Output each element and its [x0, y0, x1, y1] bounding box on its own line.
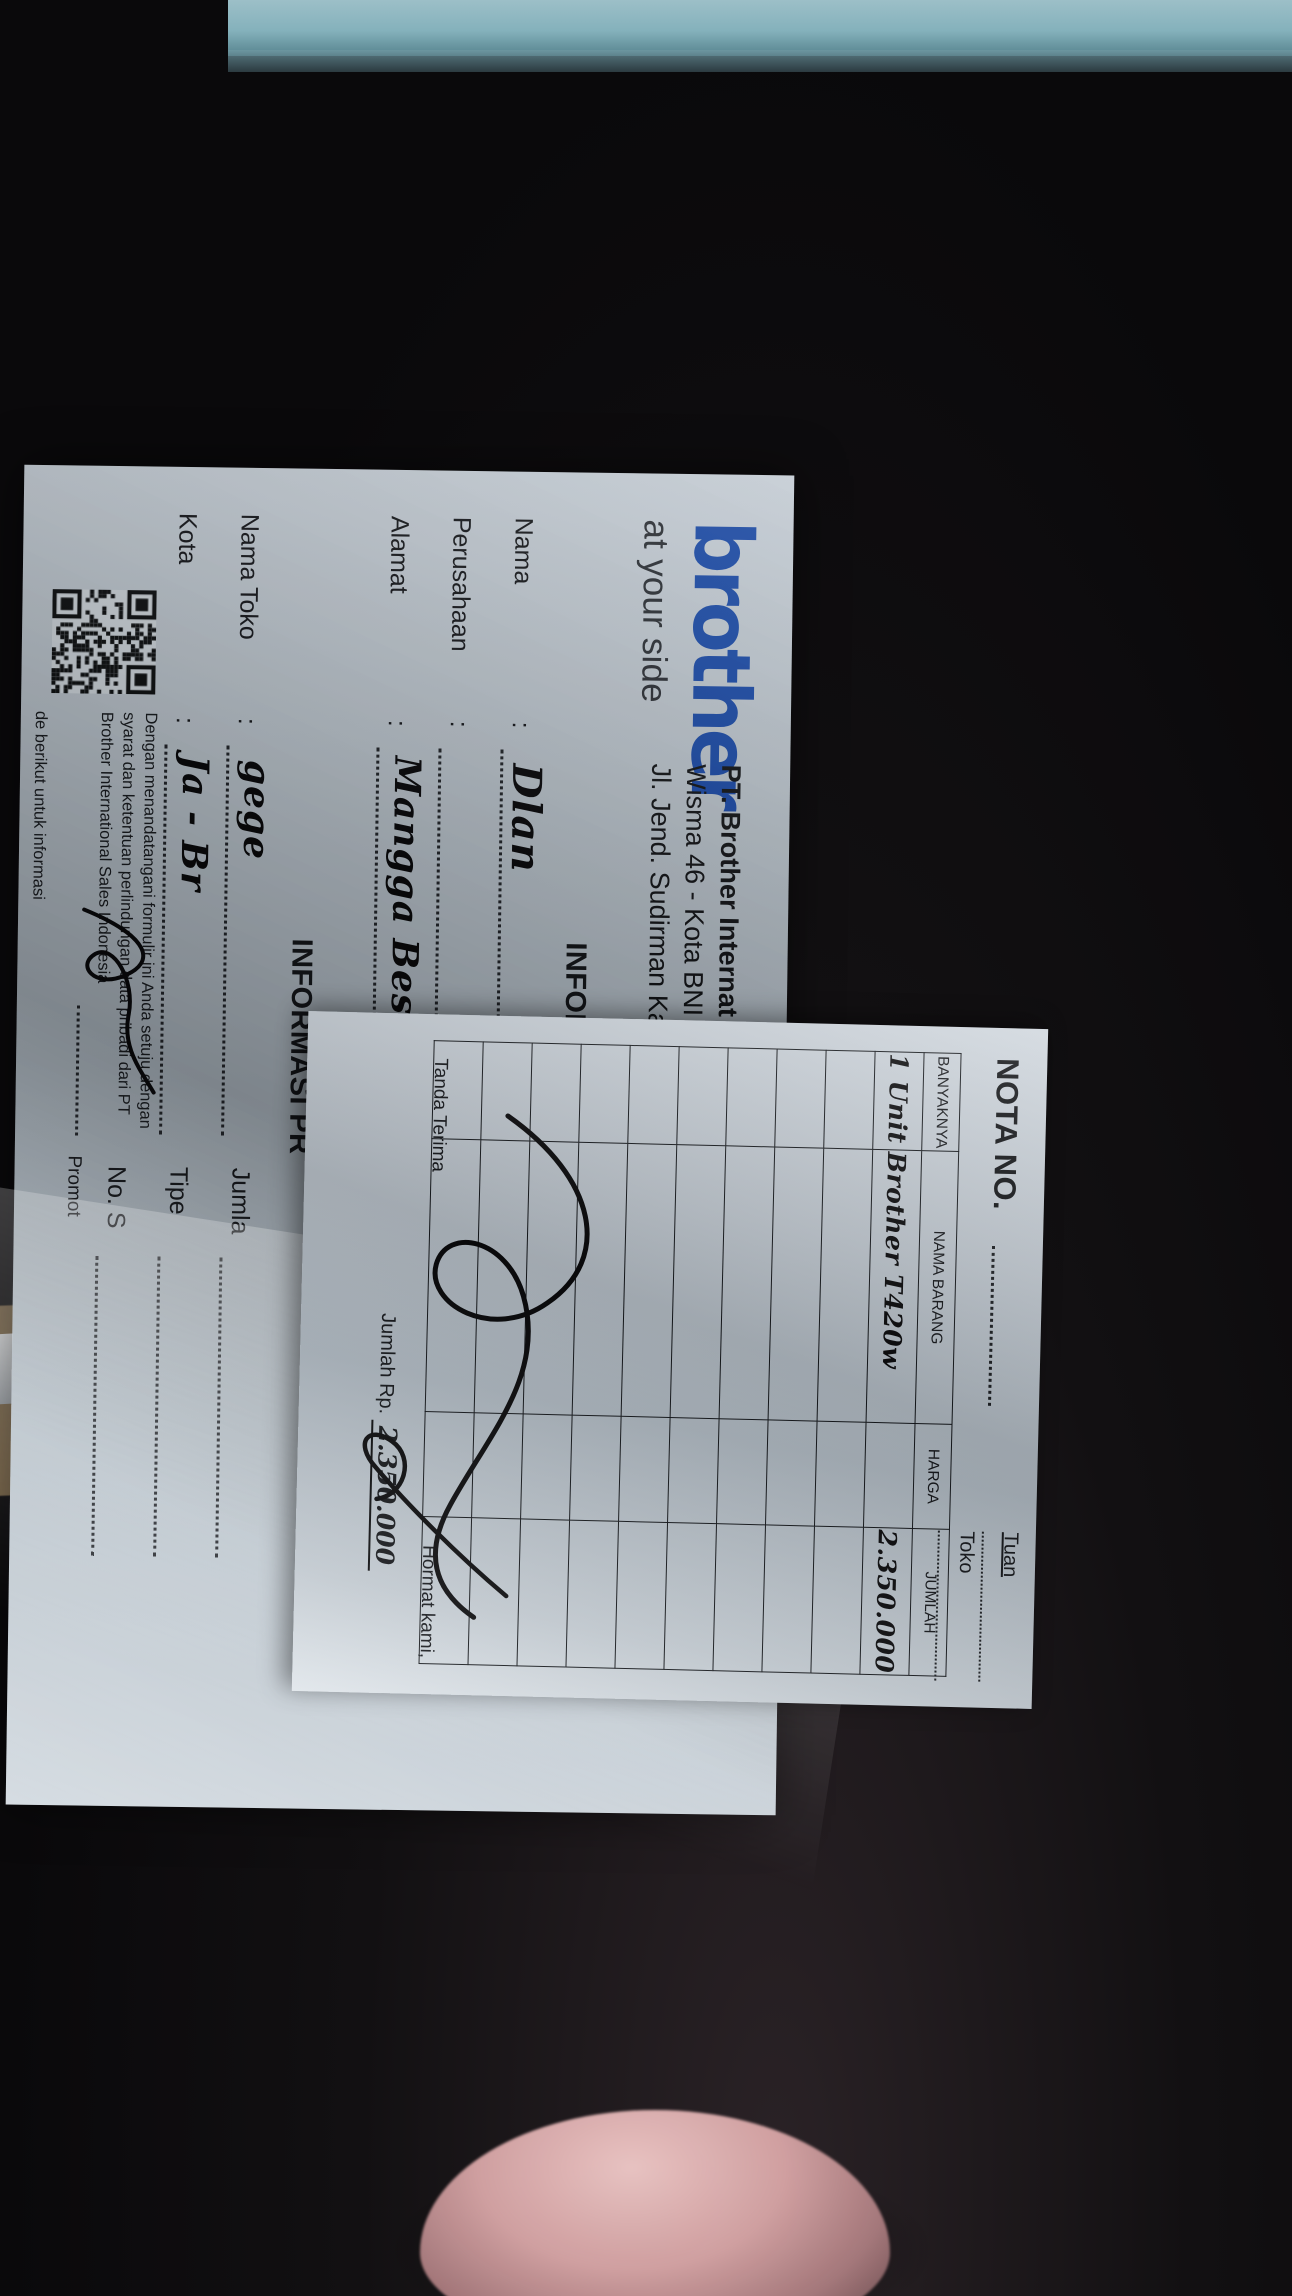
- nota-cell-banyaknya: [725, 1047, 778, 1148]
- nota-hormat-label: Hormat kami,: [415, 1544, 440, 1659]
- field-label-namatoko: Nama Toko: [233, 513, 264, 641]
- nota-col-namabarang: NAMA BARANG: [915, 1150, 959, 1425]
- handwriting-banyaknya: 1 Unit: [882, 1053, 915, 1144]
- nota-total-label: Jumlah Rp.: [374, 1312, 400, 1415]
- nota-cell-harga: [422, 1411, 475, 1518]
- field-colon-nama: :: [506, 721, 535, 729]
- nota-cell-nama-barang: [719, 1146, 775, 1420]
- nota-cell-banyaknya: [774, 1049, 827, 1149]
- nota-cell-harga: [863, 1421, 916, 1529]
- nota-total-row: Jumlah Rp. 2.350.000: [367, 1312, 405, 1572]
- field-line-tipe: [153, 1256, 162, 1557]
- nota-cell-nama-barang: [817, 1148, 873, 1422]
- teal-surface-strip: [228, 0, 1292, 56]
- nota-cell-harga: [471, 1412, 524, 1520]
- field-label-alamat: Alamat: [384, 515, 414, 594]
- field-line-namatoko: [221, 745, 231, 1136]
- nota-total-value: 2.350.000: [367, 1419, 403, 1572]
- nota-cell-harga: [814, 1420, 867, 1528]
- nota-cell-nama-barang: [474, 1140, 530, 1414]
- nota-cell-harga: [667, 1417, 720, 1524]
- nota-cell-banyaknya: [578, 1044, 631, 1144]
- nota-cell-jumlah: [467, 1517, 521, 1666]
- nota-cell-nama-barang: [621, 1143, 677, 1418]
- nota-cell-harga: [618, 1415, 671, 1523]
- field-colon-kota: :: [170, 716, 199, 725]
- field-line-jumlah: [215, 1257, 224, 1558]
- nota-cell-nama-barang: [768, 1147, 824, 1421]
- nota-cell-banyaknya: [676, 1046, 729, 1147]
- company-name: PT. Brother Internat: [712, 764, 747, 1018]
- nota-cell-banyaknya: 1 Unit: [872, 1051, 925, 1151]
- nota-cell-jumlah: [810, 1526, 864, 1675]
- nota-cell-jumlah: [663, 1522, 717, 1671]
- teal-surface-shadow: [228, 50, 1292, 72]
- handwriting-namatoko: gege: [234, 759, 279, 861]
- nota-cell-nama-barang: [572, 1142, 628, 1416]
- nota-title: NOTA NO.: [986, 1057, 1026, 1211]
- nota-cell-jumlah: [712, 1523, 766, 1672]
- nota-cell-jumlah: [761, 1525, 815, 1674]
- nota-cell-nama-barang: [523, 1141, 579, 1415]
- handwriting-nama-barang: Brother T420w: [877, 1151, 912, 1370]
- qr-code: [51, 589, 157, 695]
- nota-cell-nama-barang: [425, 1139, 481, 1413]
- company-address-line1: Wisma 46 - Kota BNI: [677, 763, 712, 1017]
- field-line-noseri: [91, 1255, 100, 1556]
- nota-toko-label: Toko: [954, 1531, 978, 1574]
- nota-col-jumlah: JUMLAH: [908, 1528, 950, 1677]
- field-label-promotor: Promot: [62, 1155, 85, 1217]
- nota-col-harga: HARGA: [912, 1423, 953, 1530]
- legal-disclaimer-text: Dengan menandatangani formulir ini Anda …: [94, 711, 160, 1130]
- nota-cell-nama-barang: [670, 1145, 726, 1419]
- nota-tuan-label: Tuan: [998, 1532, 1022, 1578]
- field-line-kota: [159, 744, 169, 1135]
- nota-cell-harga: [765, 1419, 818, 1527]
- nota-tanda-terima-label: Tanda Terima: [427, 1058, 452, 1173]
- nota-items-table: BANYAKNYA NAMA BARANG HARGA JUMLAH 1 Uni…: [418, 1040, 962, 1677]
- nota-cell-jumlah: 2.350.000: [859, 1527, 913, 1676]
- field-label-nama: Nama: [508, 517, 538, 585]
- field-label-kota: Kota: [173, 512, 202, 565]
- handwriting-kota: Ja - Br: [172, 754, 217, 893]
- field-label-noseri: No. S: [101, 1165, 131, 1229]
- nota-cell-jumlah: [614, 1521, 668, 1670]
- nota-cell-banyaknya: [529, 1043, 582, 1143]
- field-colon-perusahaan: :: [444, 720, 473, 728]
- company-address-line2: Jl. Jend. Sudirman Ka: [642, 763, 677, 1028]
- field-label-tipe: Tipe: [163, 1166, 193, 1215]
- nota-cell-jumlah: [565, 1520, 619, 1669]
- nota-cell-banyaknya: [627, 1045, 680, 1146]
- handwriting-nama: Dlan: [501, 763, 551, 873]
- nota-col-banyaknya: BANYAKNYA: [921, 1052, 962, 1152]
- legal-disclaimer-extra: de berikut untuk informasi: [29, 710, 50, 900]
- handwriting-jumlah: 2.350.000: [869, 1529, 903, 1674]
- nota-cell-harga: [716, 1418, 769, 1526]
- nota-receipt: NOTA NO. Tuan Toko BANYAKNYA NAMA BARANG…: [291, 1011, 1049, 1709]
- company-address-block: PT. Brother Internat Wisma 46 - Kota BNI…: [642, 763, 747, 1029]
- nota-cell-banyaknya: [823, 1050, 876, 1150]
- nota-cell-harga: [569, 1414, 622, 1522]
- field-label-jumlah: Jumla: [225, 1167, 255, 1235]
- nota-cell-jumlah: [516, 1519, 570, 1668]
- nota-cell-nama-barang: Brother T420w: [866, 1149, 922, 1424]
- field-colon-alamat: :: [382, 719, 411, 728]
- field-line-promotor: [75, 1005, 81, 1136]
- nota-cell-banyaknya: [480, 1041, 533, 1142]
- nota-number-line: [987, 1245, 995, 1406]
- field-label-perusahaan: Perusahaan: [445, 516, 476, 652]
- field-colon-namatoko: :: [232, 717, 261, 725]
- nota-cell-harga: [520, 1413, 573, 1521]
